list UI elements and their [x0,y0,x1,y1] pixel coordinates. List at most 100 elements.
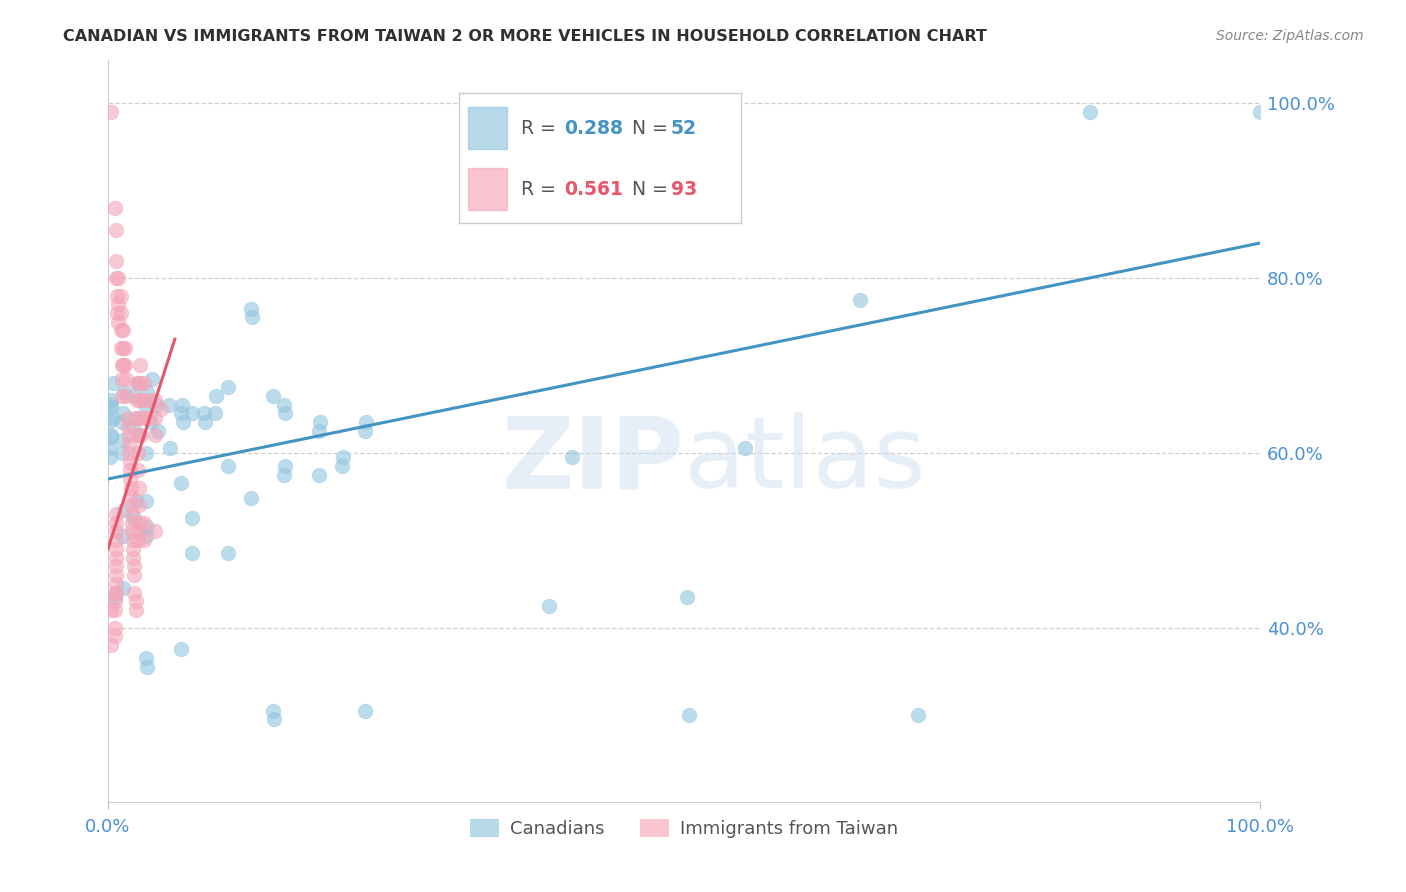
Point [104,590,127,604]
Point [100,401,122,415]
Point [105,306,128,320]
Point [138,410,160,425]
Point [122,541,145,556]
Point [124,559,146,574]
Point [111,415,134,429]
Point [263,712,285,726]
Point [111,433,134,447]
Point [136,660,159,674]
Point [127,524,149,539]
Point [118,437,141,451]
Point [107,297,129,311]
Point [118,446,141,460]
Point [112,384,135,399]
Point [124,389,146,403]
Point [105,568,128,582]
Point [120,490,142,504]
Point [135,493,157,508]
Point [181,546,204,560]
Point [132,393,155,408]
Point [274,407,297,421]
Point [1249,105,1271,120]
Point [105,223,128,237]
Point [129,376,152,390]
Point [124,511,146,525]
Point [134,398,156,412]
Point [561,450,583,464]
Point [105,253,128,268]
Point [127,446,149,460]
Point [118,463,141,477]
Point [122,550,145,565]
Point [110,341,132,355]
Point [538,599,561,613]
Point [308,424,330,438]
Point [111,359,134,373]
Point [111,389,134,403]
Point [128,481,150,495]
Point [127,428,149,442]
Point [157,398,180,412]
Point [330,458,353,473]
Point [239,301,262,316]
Point [128,428,150,442]
Point [353,704,375,718]
Point [181,407,204,421]
Point [98,442,121,456]
Point [309,415,332,429]
Point [149,402,172,417]
Point [124,493,146,508]
Point [181,511,204,525]
Point [143,524,166,539]
Point [128,498,150,512]
Point [105,577,128,591]
Point [129,516,152,530]
Point [124,585,146,599]
Point [131,428,153,442]
Point [101,376,124,390]
Point [217,546,239,560]
Point [111,407,134,421]
Point [100,428,122,442]
Point [217,380,239,394]
Point [125,376,148,390]
Point [122,533,145,548]
Point [125,410,148,425]
Point [105,533,128,548]
Point [143,393,166,408]
Point [111,359,134,373]
Point [118,472,141,486]
Point [135,529,157,543]
Point [141,371,163,385]
Point [159,442,181,456]
Point [239,491,262,506]
Point [131,410,153,425]
Point [105,524,128,539]
Point [118,454,141,468]
Point [135,651,157,665]
Point [117,419,139,434]
Text: Source: ZipAtlas.com: Source: ZipAtlas.com [1216,29,1364,43]
Point [124,603,146,617]
Point [678,707,700,722]
Point [124,410,146,425]
Point [127,533,149,548]
Point [1080,105,1102,120]
Point [849,293,872,307]
Point [907,707,929,722]
Point [129,359,152,373]
Point [145,398,167,412]
Point [143,428,166,442]
Point [100,393,122,408]
Point [107,271,129,285]
Point [112,502,135,516]
Point [734,442,756,456]
Point [104,629,127,643]
Point [262,704,284,718]
Point [308,467,330,482]
Point [105,516,128,530]
Point [100,603,122,617]
Point [132,410,155,425]
Text: atlas: atlas [683,412,925,509]
Point [105,507,128,521]
